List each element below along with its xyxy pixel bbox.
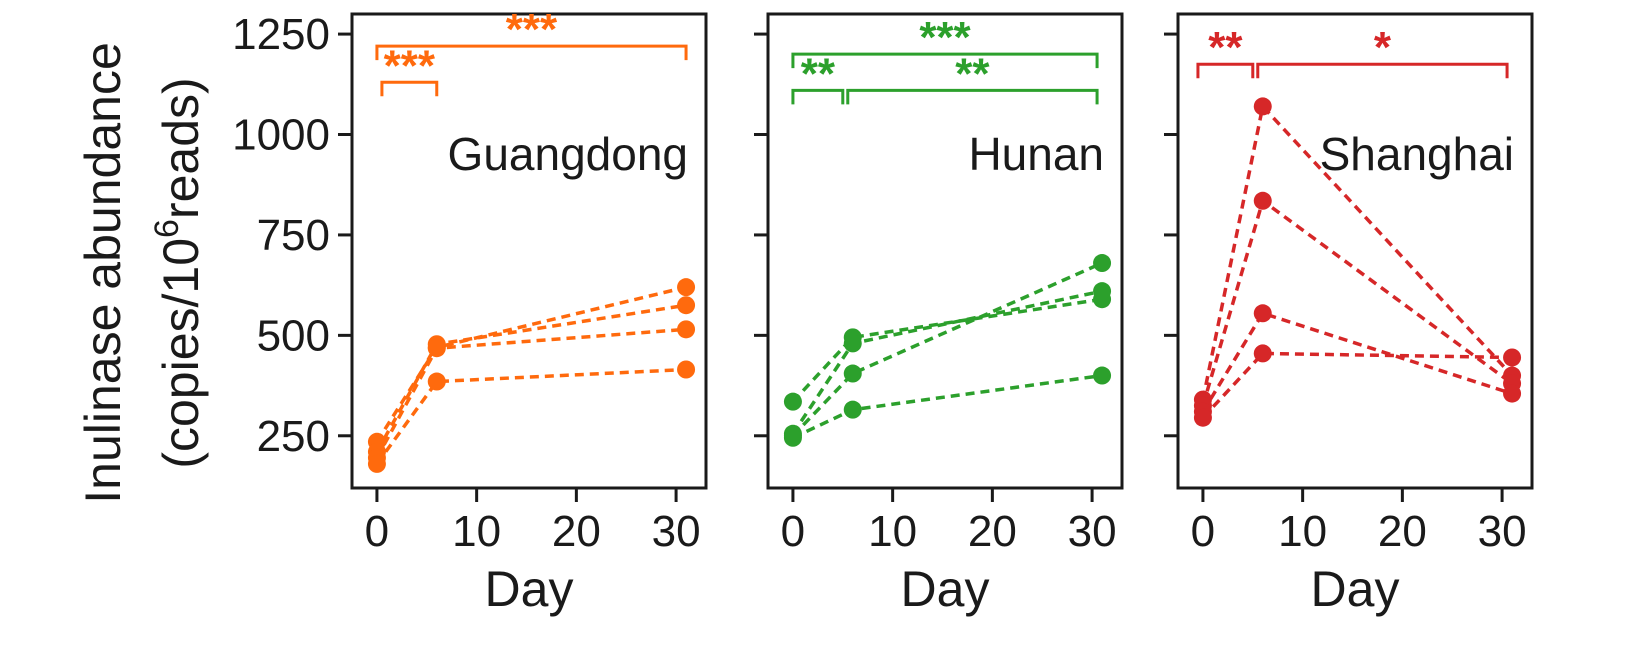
x-tick-label: 20 [552, 507, 601, 556]
data-point [677, 296, 696, 315]
significance-stars: ** [955, 49, 990, 98]
data-point [783, 392, 802, 411]
y-axis-title-unit: (copies/106reads) [148, 77, 209, 468]
series-line-3 [791, 261, 1103, 437]
significance-bracket [846, 88, 1099, 105]
x-tick-label: 10 [1278, 507, 1327, 556]
x-tick-label: 0 [365, 507, 389, 556]
significance-bracket [791, 52, 1099, 69]
data-point [1253, 344, 1272, 363]
series-line-2 [1201, 197, 1514, 407]
significance-bracket [1196, 62, 1255, 79]
x-tick-label: 0 [781, 507, 805, 556]
series-line-4 [1201, 351, 1513, 419]
data-point [1253, 191, 1272, 210]
significance-stars: ** [1208, 23, 1243, 72]
x-axis-title: Day [1311, 561, 1400, 617]
y-tick-label: 1000 [232, 111, 330, 160]
x-axis-title: Day [485, 561, 574, 617]
data-point [427, 339, 446, 358]
data-point [1253, 304, 1272, 323]
x-tick-label: 0 [1191, 507, 1215, 556]
y-axis-unit-prefix: (copies/10 [153, 238, 209, 469]
series-line-1 [791, 297, 1103, 403]
panel-label: Guangdong [448, 128, 688, 180]
data-point [1093, 366, 1112, 385]
y-tick-label: 1250 [232, 10, 330, 59]
significance-bracket [1256, 62, 1509, 79]
plot-frame [350, 12, 708, 490]
series-line-4 [375, 367, 687, 465]
data-point [843, 334, 862, 353]
series-line-3 [375, 327, 687, 459]
data-point [1503, 384, 1522, 403]
x-tick-label: 20 [968, 507, 1017, 556]
y-tick-label: 500 [257, 311, 330, 360]
data-point [677, 360, 696, 379]
significance-stars: *** [384, 41, 436, 90]
plot-frame [766, 12, 1124, 490]
data-point [1093, 254, 1112, 273]
data-point [677, 278, 696, 297]
y-axis-title-main: Inulinase abundance [75, 42, 131, 504]
data-point [1253, 97, 1272, 116]
data-point [843, 400, 862, 419]
x-tick-label: 30 [1478, 507, 1527, 556]
y-tick-label: 750 [257, 211, 330, 260]
significance-bracket [380, 80, 439, 97]
series-line-4 [792, 373, 1103, 440]
series-line-2 [791, 289, 1103, 435]
plot-frame [1176, 12, 1534, 490]
x-tick-label: 10 [868, 507, 917, 556]
x-axis-title: Day [901, 561, 990, 617]
y-axis-unit-sup: 6 [148, 219, 186, 238]
data-point [427, 372, 446, 391]
data-point [1503, 348, 1522, 367]
x-tick-label: 30 [1068, 507, 1117, 556]
panel-label: Hunan [968, 128, 1104, 180]
significance-stars: * [1374, 23, 1392, 72]
x-tick-label: 10 [452, 507, 501, 556]
x-tick-label: 30 [652, 507, 701, 556]
data-point [843, 364, 862, 383]
significance-stars: ** [801, 49, 836, 98]
data-point [1093, 282, 1112, 301]
data-point [1193, 408, 1212, 427]
significance-stars: *** [919, 13, 971, 62]
y-axis-title: Inulinase abundance (copies/106reads) [75, 42, 209, 504]
significance-stars: *** [506, 5, 558, 54]
series-line-1 [1201, 102, 1514, 400]
y-axis-unit-suffix: reads) [153, 77, 209, 219]
data-point [367, 454, 386, 473]
y-tick-label: 250 [257, 412, 330, 461]
significance-bracket [791, 88, 845, 105]
panel-label: Shanghai [1320, 128, 1514, 180]
series-line-3 [1201, 311, 1513, 413]
data-point [677, 320, 696, 339]
series-line-1 [375, 285, 687, 443]
x-tick-label: 20 [1378, 507, 1427, 556]
data-point [783, 428, 802, 447]
significance-bracket [375, 44, 688, 61]
